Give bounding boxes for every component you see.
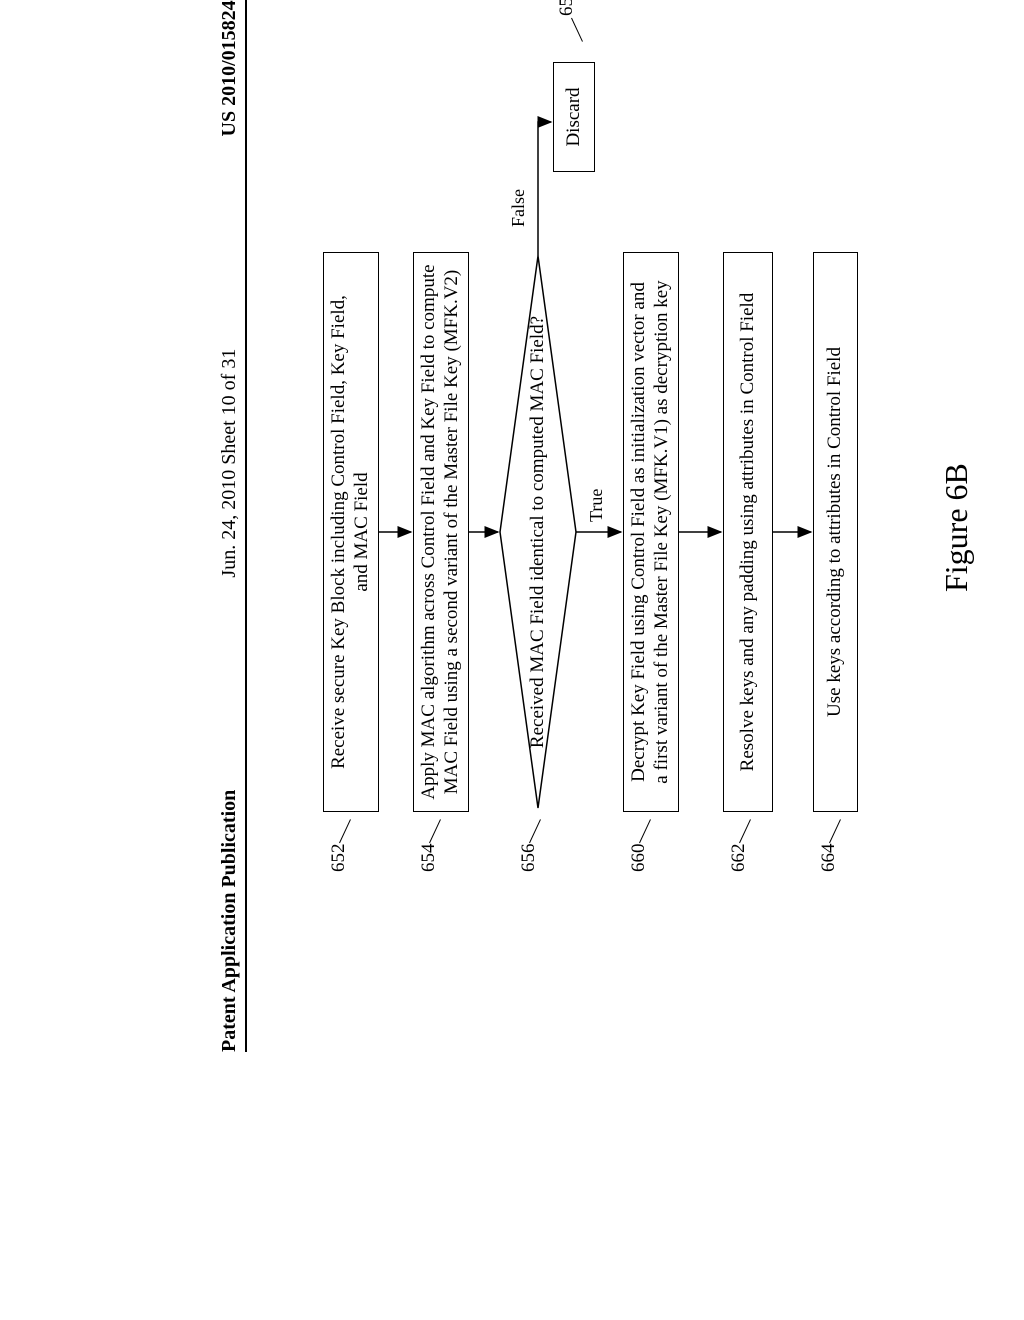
step-652-text: Receive secure Key Block including Contr… (328, 295, 374, 769)
ref-num-654: 654 (418, 844, 439, 873)
figure-canvas: Patent Application Publication Jun. 24, … (148, 0, 1024, 1172)
figure-caption: Figure 6B (938, 463, 975, 592)
step-662-ref: 662 (728, 814, 750, 873)
header-mid: Jun. 24, 2010 Sheet 10 of 31 (218, 349, 241, 578)
header-right: US 2010/0158247 A1 (218, 0, 241, 136)
edge-label-false: False (508, 189, 529, 227)
decision-656-diamond: Received MAC Field identical to computed… (498, 252, 578, 812)
step-652-box: Receive secure Key Block including Contr… (323, 252, 379, 812)
ref-num-656: 656 (518, 844, 539, 873)
ref-num-660: 660 (628, 844, 649, 873)
step-654-box: Apply MAC algorithm across Control Field… (413, 252, 469, 812)
ref-num-658: 658 (556, 0, 577, 16)
edge-label-true: True (586, 489, 607, 522)
step-658-box: Discard (553, 62, 595, 172)
step-654-ref: 654 (418, 814, 440, 873)
header-left: Patent Application Publication (218, 790, 241, 1052)
ref-num-664: 664 (818, 844, 839, 873)
ref-num-662: 662 (728, 844, 749, 873)
step-660-text: Decrypt Key Field using Control Field as… (628, 280, 674, 783)
step-664-ref: 664 (818, 814, 840, 873)
step-662-box: Resolve keys and any padding using attri… (723, 252, 773, 812)
step-660-box: Decrypt Key Field using Control Field as… (623, 252, 679, 812)
step-654-text: Apply MAC algorithm across Control Field… (418, 264, 464, 799)
step-652-ref: 652 (328, 814, 350, 873)
step-664-box: Use keys according to attributes in Cont… (813, 252, 858, 812)
step-662-text: Resolve keys and any padding using attri… (737, 293, 760, 772)
page-header: Patent Application Publication Jun. 24, … (218, 0, 247, 1052)
step-658-ref: 658 (556, 0, 578, 44)
flow-arrows (148, 0, 1024, 1172)
step-656-ref: 656 (518, 814, 540, 873)
step-664-text: Use keys according to attributes in Cont… (824, 347, 847, 717)
step-660-ref: 660 (628, 814, 650, 873)
step-658-text: Discard (563, 87, 586, 146)
ref-num-652: 652 (328, 844, 349, 873)
decision-656-text: Received MAC Field identical to computed… (527, 252, 549, 812)
